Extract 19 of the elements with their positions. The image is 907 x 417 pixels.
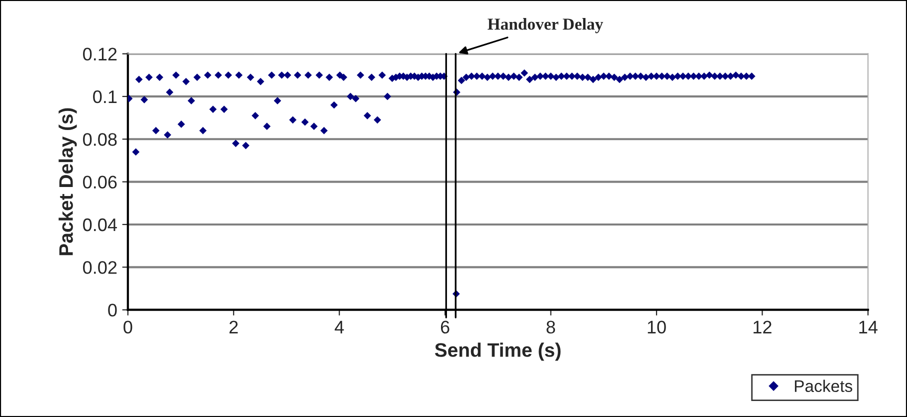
legend-label: Packets <box>794 380 852 392</box>
x-tick-label: 0 <box>124 320 132 334</box>
annotation: Handover Delay <box>488 18 604 34</box>
x-tick-label: 2 <box>230 320 238 334</box>
x-axis-title: Send Time (s) <box>434 342 561 361</box>
y-tick-label: 0.02 <box>83 261 117 274</box>
x-tick-label: 6 <box>440 320 450 334</box>
y-tick-label: 0.08 <box>83 133 117 146</box>
y-tick-label: 0.04 <box>83 218 117 232</box>
x-tick-label: 12 <box>754 320 772 334</box>
y-tick-label: 0.1 <box>93 90 117 104</box>
x-tick-label: 10 <box>648 320 666 334</box>
y-tick-label: 0 <box>108 304 117 317</box>
x-tick-label: 8 <box>546 320 556 334</box>
x-tick-label: 14 <box>859 320 878 334</box>
x-tick-label: 4 <box>334 320 344 334</box>
y-tick-label: 0.06 <box>83 176 117 189</box>
y-tick-label: 0.12 <box>83 48 117 61</box>
y-axis-title: Packet Delay (s) <box>58 108 77 256</box>
